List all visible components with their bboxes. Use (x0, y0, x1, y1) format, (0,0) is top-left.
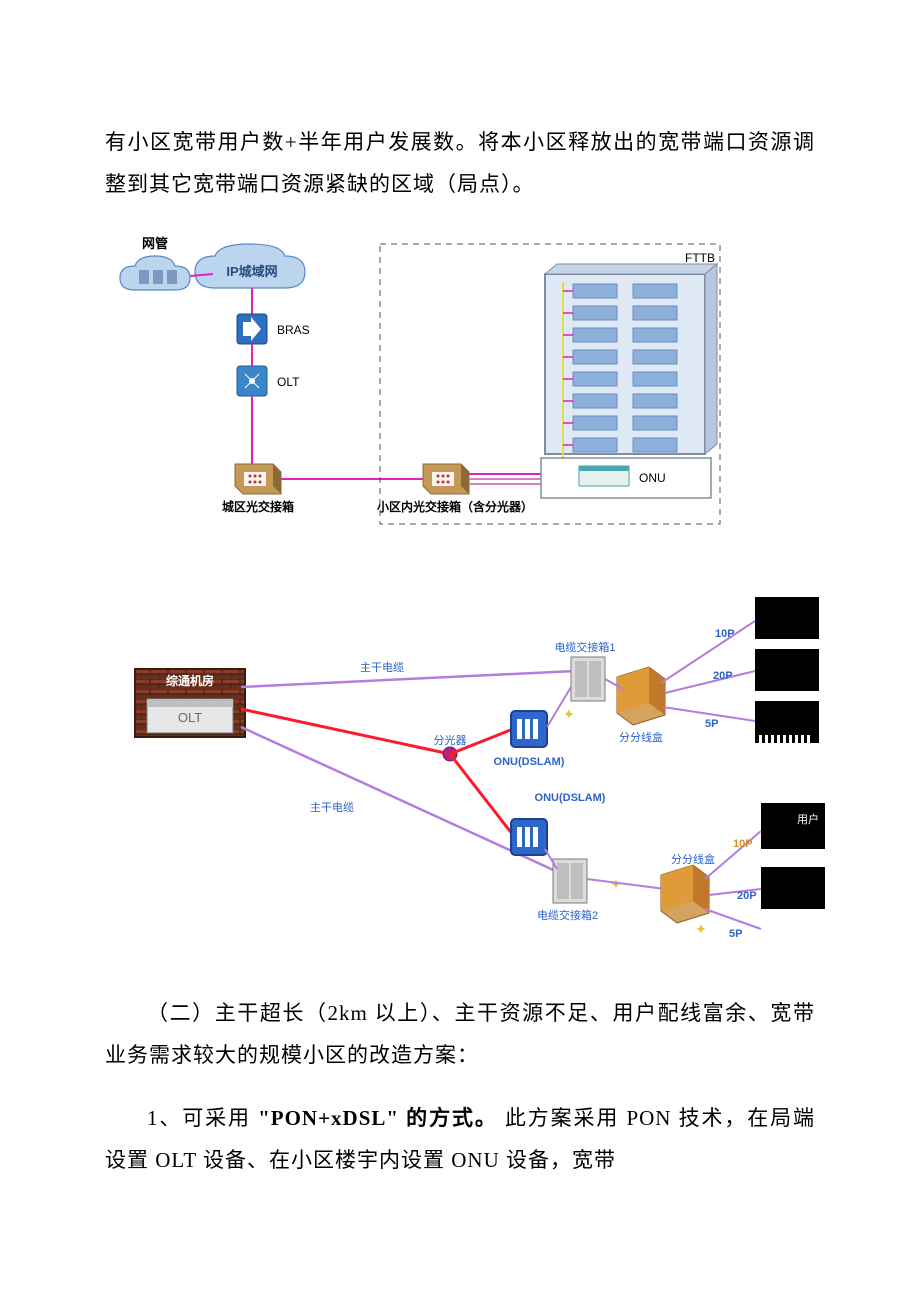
label-10p-bot: 10P (733, 838, 753, 850)
label-olt-device: OLT (178, 710, 202, 725)
diagram-fttb: 网管 IP城域网 BRAS OLT (105, 226, 815, 551)
link-trunk-bottom (241, 727, 573, 879)
cloud-netmgr: 网管 (120, 236, 190, 290)
p3-bold: "PON+xDSL" 的方式。 (258, 1106, 498, 1130)
label-trunk1: 主干电缆 (360, 661, 404, 674)
label-onu-top: ONU(DSLAM) (494, 756, 565, 768)
p3-prefix: 1、可采用 (147, 1106, 251, 1130)
paragraph-2: （二）主干超长（2km 以上）、主干资源不足、用户配线富余、宽带业务需求较大的规… (105, 992, 815, 1076)
node-onu-bottom: ONU(DSLAM) (511, 792, 606, 855)
label-cab1: 电缆交接箱1 (554, 640, 615, 654)
label-trunk2: 主干电缆 (310, 801, 354, 814)
node-cab2: 电缆交接箱2 (537, 859, 598, 922)
label-20p-top: 20P (713, 670, 733, 682)
icon-users-bottom: 用户 (761, 803, 825, 909)
node-onu-top: ONU(DSLAM) (494, 711, 565, 768)
label-20p-bot: 20P (737, 890, 757, 902)
label-fttb: FTTB (685, 251, 715, 265)
label-10p-top: 10P (715, 628, 735, 640)
label-jbox-2: 分分线盒 (671, 852, 715, 866)
label-room: 综通机房 (166, 673, 214, 688)
label-netmgr: 网管 (142, 236, 168, 251)
node-olt-room: OLT 综通机房 (135, 669, 245, 737)
label-cab2: 电缆交接箱2 (537, 908, 598, 922)
node-city-ocb: 城区光交接箱 (222, 464, 294, 514)
label-onu: ONU (639, 471, 666, 485)
paragraph-1: 有小区宽带用户数+半年用户发展数。将本小区释放出的宽带端口资源调整到其它宽带端口… (105, 121, 815, 205)
label-onu-bottom: ONU(DSLAM) (535, 792, 606, 804)
label-5p-top: 5P (705, 718, 718, 730)
label-ipman: IP城域网 (226, 264, 277, 279)
diagram-pon-xdsl: OLT 综通机房 主干电缆 主干电缆 分光器 ONU(DSLAM) (105, 579, 815, 964)
label-area-ocb: 小区内光交接箱（含分光器） (377, 499, 533, 514)
label-5p-bot: 5P (729, 928, 742, 940)
svg-text:✦: ✦ (695, 921, 707, 937)
label-user: 用户 (797, 812, 819, 826)
label-olt: OLT (277, 375, 300, 389)
label-splitter: 分光器 (434, 733, 467, 747)
link-olt-splitter (241, 709, 450, 754)
label-bras: BRAS (277, 323, 310, 337)
node-jbox-1: 分分线盒 (617, 667, 665, 744)
cloud-ipman: IP城域网 (195, 244, 305, 288)
label-city-ocb: 城区光交接箱 (222, 499, 294, 514)
paragraph-3: 1、可采用 "PON+xDSL" 的方式。 此方案采用 PON 技术，在局端设置… (105, 1097, 815, 1181)
node-area-ocb: 小区内光交接箱（含分光器） (377, 464, 533, 514)
svg-text:✦: ✦ (563, 706, 575, 722)
building: ONU (541, 264, 717, 498)
node-olt: OLT (237, 366, 300, 396)
label-jbox-1: 分分线盒 (619, 730, 663, 744)
node-bras: BRAS (237, 314, 310, 344)
icon-users-top (755, 597, 819, 743)
node-jbox-2: 分分线盒 (661, 852, 715, 923)
link-trunk-top (241, 671, 575, 687)
